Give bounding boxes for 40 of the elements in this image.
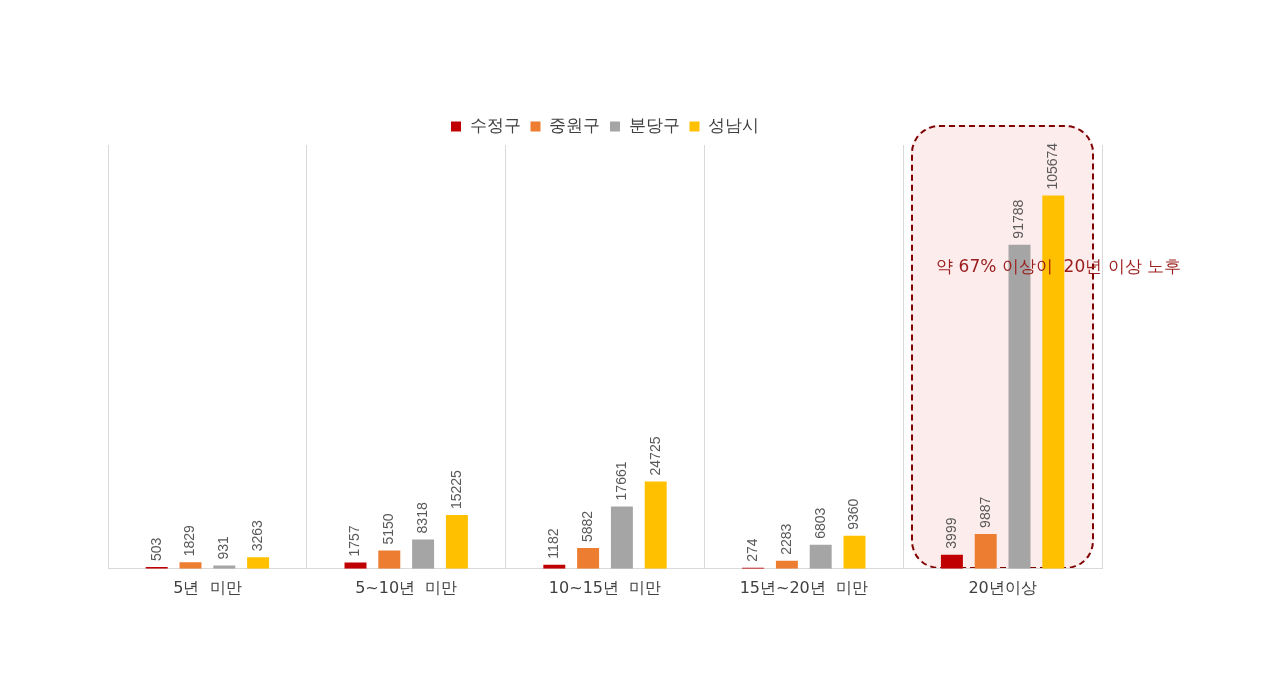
data-label: 15225 [447,469,464,510]
x-tick-label: 10~15년 미만 [548,577,662,597]
data-label: 274 [743,538,760,562]
bar [809,544,832,569]
bar [378,550,401,569]
legend-label: 성남시 [708,114,759,135]
data-label: 3999 [942,517,959,549]
data-label: 931 [215,535,232,560]
legend-label: 분당구 [628,114,680,135]
data-label: 1757 [346,525,363,557]
legend-label: 중원구 [549,114,600,135]
data-label: 9887 [976,496,993,528]
bar [644,481,667,569]
bar [445,515,468,569]
data-label: 9360 [845,498,862,530]
bar [843,535,866,569]
data-label: 1829 [181,524,198,557]
data-label: 24725 [646,436,663,476]
x-tick-label: 20년이상 [968,577,1037,597]
x-tick-label: 15년~20년 미만 [739,577,868,597]
bar [577,548,600,569]
bar [610,506,633,569]
legend-label: 수정구 [469,114,521,135]
data-label: 1182 [545,528,562,559]
bar [412,539,435,569]
data-label: 3263 [248,519,265,552]
data-label: 105674 [1044,142,1061,190]
bar [940,554,963,569]
data-label: 91788 [1010,199,1027,239]
x-tick-label: 5년 미만 [173,577,242,597]
bar [247,557,270,569]
data-label: 503 [147,537,164,562]
data-label: 5150 [380,513,397,545]
data-label: 8318 [413,502,430,534]
x-tick-label: 5~10년 미만 [355,577,458,597]
data-label: 5882 [578,510,595,543]
data-label: 17661 [612,461,629,501]
bar [974,533,997,569]
data-label: 2283 [777,523,794,555]
data-label: 6803 [811,507,828,539]
